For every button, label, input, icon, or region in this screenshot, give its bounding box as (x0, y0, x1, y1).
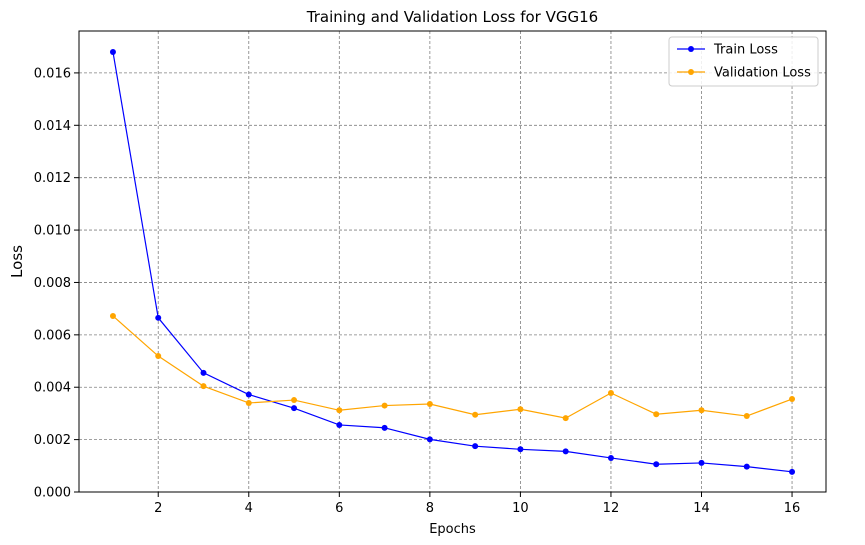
chart-title: Training and Validation Loss for VGG16 (306, 8, 598, 26)
data-point (698, 407, 705, 414)
plot-frame (78, 30, 827, 493)
data-point (789, 468, 796, 475)
x-tick-label: 4 (245, 501, 253, 516)
axes: 2 4 6 8 10 12 14 16 0.000 0.002 0.004 0.006 0.008 0.0… (34, 66, 801, 516)
data-point (200, 369, 207, 376)
data-point (743, 413, 750, 420)
series-validation-loss (109, 312, 796, 422)
data-point (291, 405, 298, 412)
series-line (112, 51, 793, 473)
data-point (607, 454, 614, 461)
y-axis-title: Loss (8, 245, 26, 278)
x-tick-label: 10 (512, 501, 529, 516)
data-point (245, 399, 252, 406)
data-point (426, 400, 433, 407)
data-point (789, 396, 796, 403)
data-point (109, 48, 116, 55)
data-point (381, 402, 388, 409)
series-train-loss (109, 48, 796, 475)
y-tick-label: 0.002 (34, 433, 71, 448)
y-tick-label: 0.014 (34, 119, 71, 134)
legend-box (668, 36, 819, 87)
data-point (472, 443, 479, 450)
x-tick-label: 6 (335, 501, 343, 516)
legend-item: Train Loss (677, 43, 778, 58)
y-tick-label: 0.016 (34, 66, 71, 81)
y-tick-label: 0.000 (34, 486, 71, 501)
data-point (155, 314, 162, 321)
data-point (155, 353, 162, 360)
data-point (517, 446, 524, 453)
x-tick-label: 8 (426, 501, 434, 516)
series-layer (109, 48, 796, 475)
legend-label: Train Loss (713, 43, 778, 58)
y-tick-label: 0.006 (34, 328, 71, 343)
data-point (200, 383, 207, 390)
data-point (653, 411, 660, 418)
data-point (291, 397, 298, 404)
data-point (381, 424, 388, 431)
data-point (562, 415, 569, 422)
legend-label: Validation Loss (714, 66, 811, 81)
x-tick-label: 16 (784, 501, 801, 516)
data-point (653, 461, 660, 468)
data-point (426, 436, 433, 443)
data-point (743, 463, 750, 470)
series-line (112, 315, 793, 419)
legend-marker (688, 46, 694, 52)
y-tick-label: 0.008 (34, 276, 71, 291)
legend: Train Loss Validation Loss (668, 36, 819, 87)
x-tick-label: 2 (154, 501, 162, 516)
data-point (698, 459, 705, 466)
y-tick-label: 0.004 (34, 381, 71, 396)
data-point (562, 448, 569, 455)
x-tick-label: 12 (603, 501, 620, 516)
data-point (336, 421, 343, 428)
data-point (472, 411, 479, 418)
data-point (109, 312, 116, 319)
x-tick-label: 14 (693, 501, 710, 516)
y-tick-label: 0.012 (34, 171, 71, 186)
data-point (607, 389, 614, 396)
legend-marker (688, 69, 694, 75)
data-point (245, 391, 252, 398)
legend-item: Validation Loss (677, 66, 811, 81)
y-tick-label: 0.010 (34, 224, 71, 239)
data-point (517, 406, 524, 413)
data-point (336, 407, 343, 414)
x-axis-title: Epochs (429, 522, 476, 537)
